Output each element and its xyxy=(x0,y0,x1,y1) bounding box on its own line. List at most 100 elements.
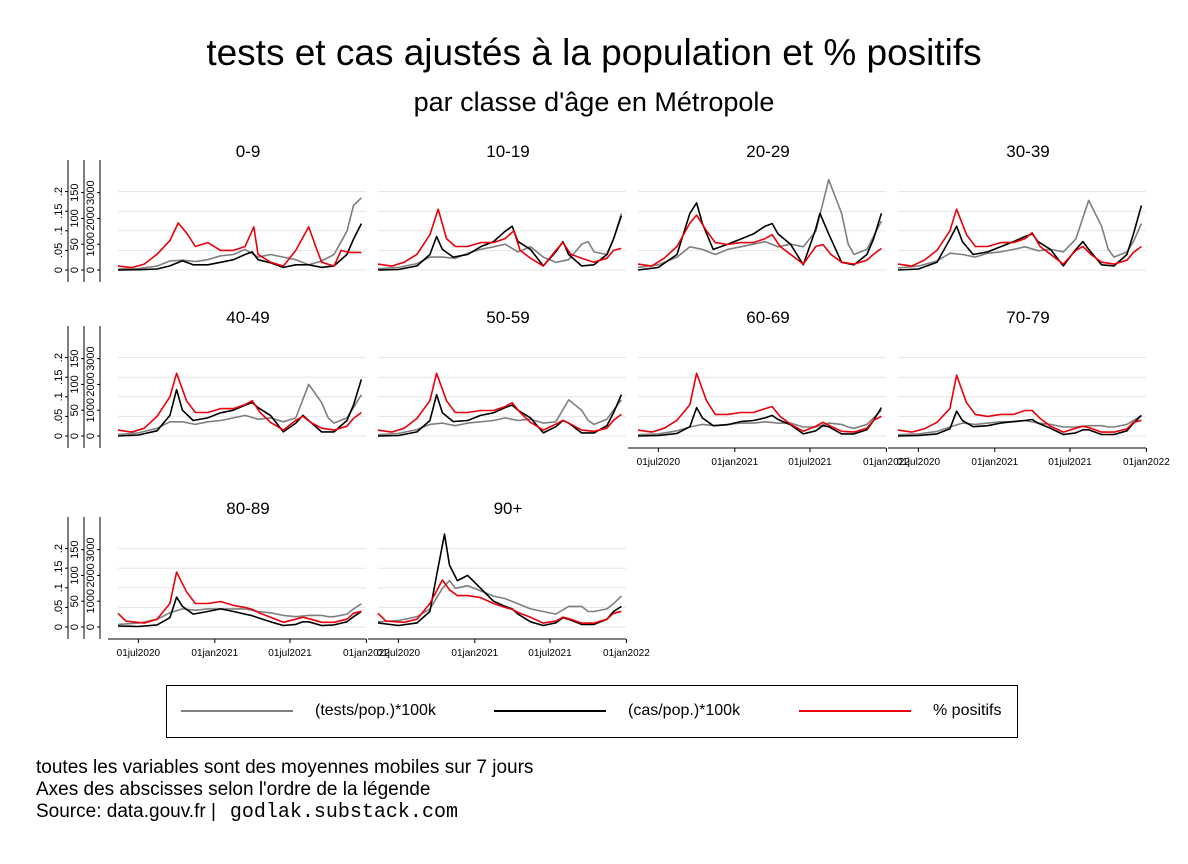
note-axes-order: Axes des abscisses selon l'ordre de la l… xyxy=(36,779,431,800)
panel-80-89: 80-89 0 .05 .1 .15 .2 0 50 100 150 0 1000 2000 3000 01… xyxy=(53,499,390,659)
tick-label: .05 xyxy=(53,409,65,424)
tick-label: 0 xyxy=(69,433,81,439)
tick-label: 50 xyxy=(69,238,81,250)
axis-cases: 0 50 100 150 xyxy=(69,326,85,448)
tick-label: .15 xyxy=(53,561,65,576)
series-line-cases xyxy=(897,410,1142,437)
tick-label: 0 xyxy=(69,624,81,630)
panel-40-49: 40-49 0 .05 .1 .15 .2 0 50 100 150 0 1000 2000 3000 xyxy=(53,308,366,448)
x-tick-label: 01jul2020 xyxy=(117,648,161,659)
axis-positive: 0 .05 .1 .15 .2 xyxy=(53,160,69,282)
tick-label: 50 xyxy=(69,595,81,607)
x-tick-label: 01jul2020 xyxy=(637,457,681,468)
tick-label: 150 xyxy=(69,183,81,201)
series-line-positive xyxy=(117,571,362,624)
series-line-cases xyxy=(377,215,623,271)
series-line-positive xyxy=(637,372,882,433)
x-tick-label: 01jan2021 xyxy=(451,648,498,659)
legend-item-positive: % positifs xyxy=(799,686,1001,736)
panel-0-9: 0-9 0 .05 .1 .15 .2 0 50 100 150 0 1000 2000 3000 xyxy=(53,142,366,282)
tick-label: 1000 xyxy=(85,589,97,613)
tick-label: 150 xyxy=(69,349,81,367)
series-line-cases xyxy=(117,379,363,437)
note-source: Source: data.gouv.fr | godlak.substack.co… xyxy=(36,801,533,824)
tick-label: 0 xyxy=(53,433,65,439)
tick-label: 2000 xyxy=(85,372,97,396)
x-axis: 01jul2020 01jan2021 01jul2021 01jan2022 xyxy=(108,638,390,659)
legend-label-tests: (tests/pop.)*100k xyxy=(315,702,436,719)
panel-70-79: 70-79 01jul2020 01jan2021 01jul2021 01jan202… xyxy=(888,308,1170,468)
panel-60-69: 60-69 01jul2020 01jan2021 01jul2021 01jan202… xyxy=(628,308,910,468)
series-line-positive xyxy=(117,222,362,269)
series-line-positive xyxy=(377,579,622,624)
tick-label: 100 xyxy=(69,375,81,393)
tick-label: .15 xyxy=(53,204,65,219)
panel-title: 80-89 xyxy=(226,499,269,518)
tick-label: 2000 xyxy=(85,563,97,587)
series-line-positive xyxy=(377,372,622,433)
tick-label: 100 xyxy=(69,566,81,584)
tick-label: 0 xyxy=(85,624,97,630)
legend-label-positive: % positifs xyxy=(933,702,1002,719)
tick-label: .2 xyxy=(53,187,65,196)
page-subtitle: par classe d'âge en Métropole xyxy=(413,87,775,117)
axis-positive: 0 .05 .1 .15 .2 xyxy=(53,517,69,639)
tick-label: .2 xyxy=(53,353,65,362)
source-site: godlak.substack.com xyxy=(229,801,458,824)
x-tick-label: 01jan2021 xyxy=(191,648,238,659)
tick-label: 1000 xyxy=(85,398,97,422)
tick-label: .05 xyxy=(53,600,65,615)
note-moving-average: toutes les variables sont des moyennes m… xyxy=(36,757,534,778)
x-tick-label: 01jan2021 xyxy=(711,457,758,468)
x-axis: 01jul2020 01jan2021 01jul2021 01jan2022 xyxy=(888,447,1170,468)
series-line-positive xyxy=(377,208,622,267)
x-axis: 01jul2020 01jan2021 01jul2021 01jan2022 xyxy=(368,638,650,659)
tick-label: 50 xyxy=(69,404,81,416)
footnotes: toutes les variables sont des moyennes m… xyxy=(36,757,533,824)
tick-label: 0 xyxy=(53,267,65,273)
series-line-cases xyxy=(637,406,883,437)
panel-90+: 90+ 01jul2020 01jan2021 01jul2021 01jan2022 xyxy=(368,499,650,659)
axis-tests: 0 1000 2000 3000 xyxy=(85,160,101,282)
tick-label: .2 xyxy=(53,544,65,553)
panel-30-39: 30-39 xyxy=(897,142,1146,271)
axis-cases: 0 50 100 150 xyxy=(69,160,85,282)
x-tick-label: 01jan2022 xyxy=(603,648,650,659)
legend-label-cases: (cas/pop.)*100k xyxy=(628,702,741,719)
panel-title: 30-39 xyxy=(1006,142,1049,161)
tick-label: .1 xyxy=(53,392,65,401)
panel-title: 50-59 xyxy=(486,308,529,327)
x-tick-label: 01jul2020 xyxy=(377,648,421,659)
panel-title: 60-69 xyxy=(746,308,789,327)
legend-swatch-cases xyxy=(494,710,606,712)
tick-label: 1000 xyxy=(85,232,97,256)
panel-20-29: 20-29 xyxy=(637,142,886,271)
x-tick-label: 01jan2021 xyxy=(971,457,1018,468)
tick-label: .1 xyxy=(53,226,65,235)
axis-tests: 0 1000 2000 3000 xyxy=(85,326,101,448)
series-line-tests xyxy=(377,579,622,623)
axis-positive: 0 .05 .1 .15 .2 xyxy=(53,326,69,448)
panel-title: 70-79 xyxy=(1006,308,1049,327)
x-tick-label: 01jan2022 xyxy=(863,457,910,468)
tick-label: 0 xyxy=(53,624,65,630)
series-line-tests xyxy=(117,383,363,436)
tick-label: 3000 xyxy=(85,537,97,561)
series-line-positive xyxy=(117,372,362,433)
series-line-tests xyxy=(897,199,1143,269)
tick-label: 3000 xyxy=(85,346,97,370)
series-line-tests xyxy=(637,178,883,269)
legend-item-tests: (tests/pop.)*100k xyxy=(181,686,436,736)
legend-swatch-tests xyxy=(181,710,293,712)
x-tick-label: 01jul2021 xyxy=(268,648,312,659)
series-line-tests xyxy=(377,213,623,270)
panel-title: 90+ xyxy=(494,499,523,518)
series-line-tests xyxy=(117,197,362,270)
series-line-positive xyxy=(637,214,882,267)
panel-50-59: 50-59 xyxy=(377,308,626,437)
axis-cases: 0 50 100 150 xyxy=(69,517,85,639)
tick-label: 100 xyxy=(69,209,81,227)
series-line-cases xyxy=(377,393,623,437)
series-line-cases xyxy=(637,202,883,271)
panel-title: 0-9 xyxy=(236,142,261,161)
